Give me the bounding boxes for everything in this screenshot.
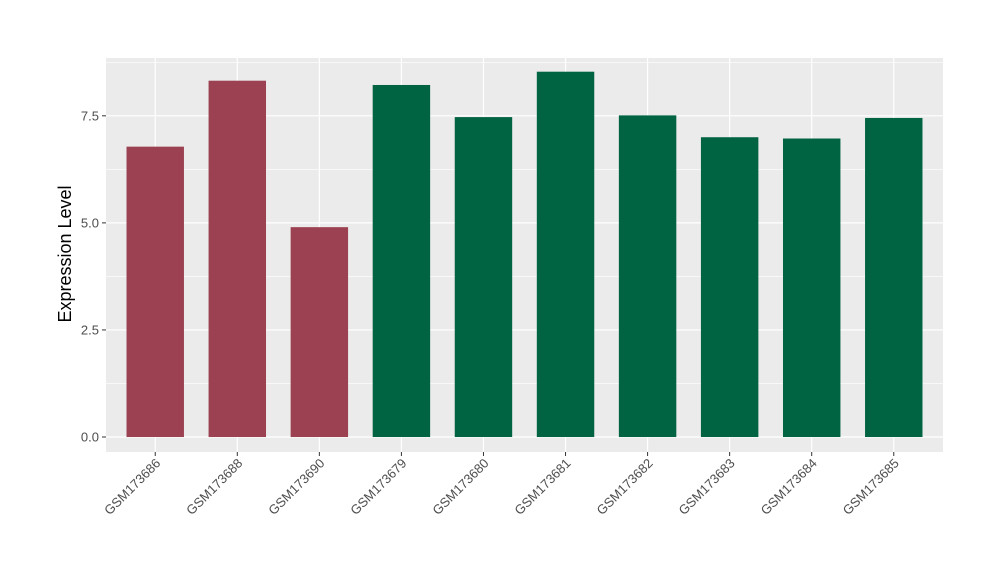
x-tick-label: GSM173680 xyxy=(429,456,491,518)
y-axis: 0.0 2.5 5.0 7.5 xyxy=(81,108,106,445)
y-tick-label: 5.0 xyxy=(81,215,99,230)
bar-GSM173684 xyxy=(782,138,841,438)
x-tick-label: GSM173688 xyxy=(183,456,245,518)
x-tick-label: GSM173685 xyxy=(840,456,902,518)
x-tick-label: GSM173681 xyxy=(511,456,573,518)
y-axis-title: Expression Level xyxy=(55,185,75,322)
y-tick-label: 0.0 xyxy=(81,430,99,445)
bar-GSM173690 xyxy=(290,227,349,438)
bar-GSM173686 xyxy=(126,146,184,438)
y-tick-label: 2.5 xyxy=(81,322,99,337)
bars xyxy=(126,71,923,438)
x-axis: GSM173686 GSM173688 GSM173690 GSM173679 GSM1… xyxy=(101,452,902,518)
x-tick-label: GSM173682 xyxy=(593,456,655,518)
x-tick-label: GSM173683 xyxy=(676,456,738,518)
y-tick-label: 7.5 xyxy=(81,108,99,123)
bar-GSM173683 xyxy=(700,137,759,438)
bar-GSM173681 xyxy=(536,71,595,438)
x-tick-label: GSM173686 xyxy=(101,456,163,518)
x-tick-label: GSM173690 xyxy=(265,456,327,518)
x-tick-label: GSM173684 xyxy=(758,456,820,518)
bar-GSM173680 xyxy=(454,117,513,438)
bar-GSM173679 xyxy=(372,84,431,438)
x-tick-label: GSM173679 xyxy=(347,456,409,518)
bar-GSM173685 xyxy=(865,117,923,438)
bar-GSM173682 xyxy=(618,115,677,438)
bar-GSM173688 xyxy=(208,80,267,438)
